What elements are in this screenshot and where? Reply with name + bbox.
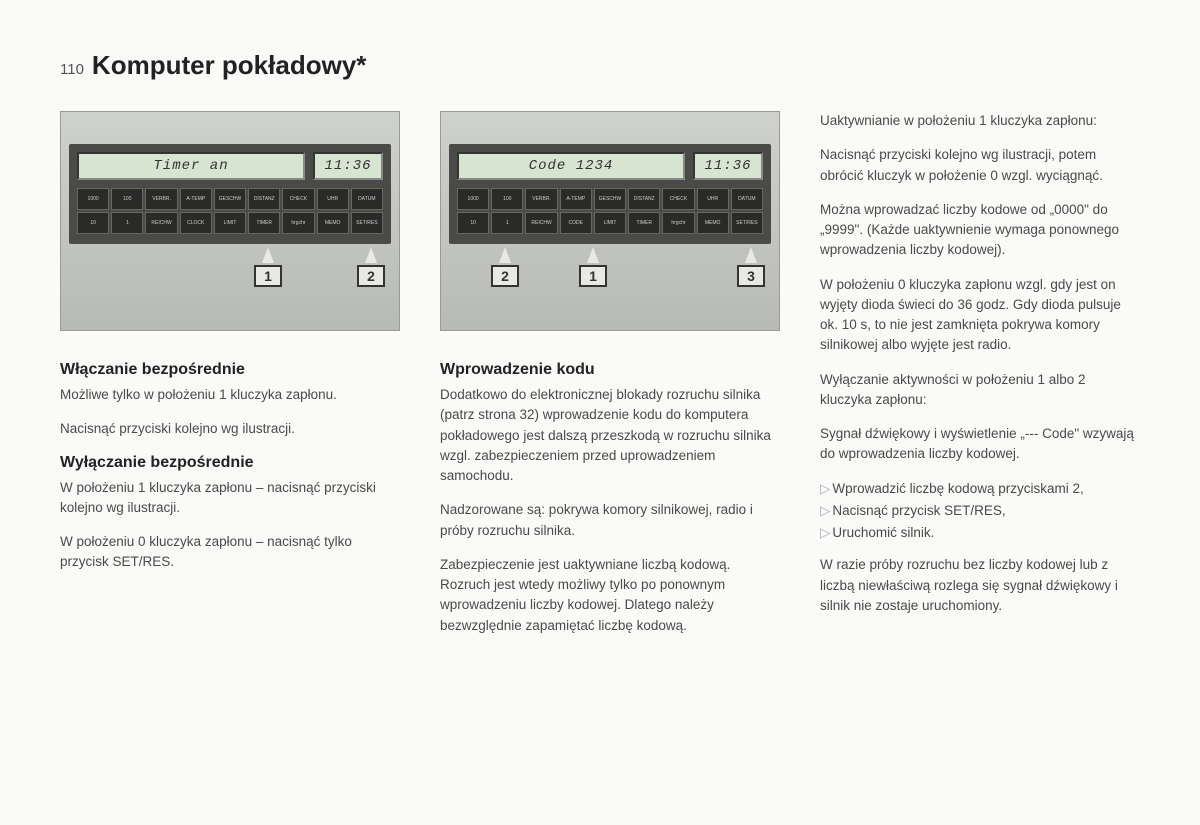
para: W położeniu 1 kluczyka zapłonu – nacisną… bbox=[60, 478, 400, 519]
panel-button: CHECK bbox=[662, 188, 694, 210]
para: Dodatkowo do elektronicznej blokady rozr… bbox=[440, 385, 780, 486]
para: Możliwe tylko w położeniu 1 kluczyka zap… bbox=[60, 385, 400, 405]
callout-box: 3 bbox=[737, 265, 765, 287]
panel-button: 1 bbox=[491, 212, 523, 234]
dashboard-illustration-2: Code 123411:361000100VERBR.A-TEMPGESCHWD… bbox=[440, 111, 780, 331]
page-number: 110 bbox=[60, 61, 84, 78]
page-title: Komputer pokładowy* bbox=[92, 50, 366, 81]
para: Sygnał dźwiękowy i wyświetlenie „--- Cod… bbox=[820, 424, 1140, 465]
panel-button: DATUM bbox=[731, 188, 763, 210]
triangle-icon: ▷ bbox=[820, 525, 830, 540]
panel-button: CLOCK bbox=[180, 212, 212, 234]
list-item: ▷Uruchomić silnik. bbox=[820, 523, 1140, 543]
lcd-main: Timer an bbox=[77, 152, 305, 180]
lcd-time: 11:36 bbox=[693, 152, 763, 180]
panel-button: CHECK bbox=[282, 188, 314, 210]
content-columns: Timer an11:361000100VERBR.A-TEMPGESCHWDI… bbox=[60, 111, 1140, 650]
para: W położeniu 0 kluczyka zapłonu – nacisną… bbox=[60, 532, 400, 573]
bullet-list: ▷Wprowadzić liczbę kodową przyciskami 2,… bbox=[820, 479, 1140, 544]
list-text: Uruchomić silnik. bbox=[832, 525, 934, 540]
panel-button: 1 bbox=[111, 212, 143, 234]
panel-button: DISTANZ bbox=[628, 188, 660, 210]
callout-box: 1 bbox=[579, 265, 607, 287]
column-1: Timer an 11:36 1000100VERBR.A-TEMPGESCHWDI… bbox=[60, 111, 400, 650]
panel-button: UHR bbox=[317, 188, 349, 210]
panel-button: 1000 bbox=[457, 188, 489, 210]
panel-button: TIMER bbox=[248, 212, 280, 234]
panel-body: Code 123411:361000100VERBR.A-TEMPGESCHWD… bbox=[449, 144, 771, 244]
para: Można wprowadzać liczby kodowe od „0000"… bbox=[820, 200, 1140, 261]
column-3: Uaktywnianie w położeniu 1 kluczyka zapł… bbox=[820, 111, 1140, 650]
para: Nacisnąć przyciski kolejno wg ilustracji… bbox=[60, 419, 400, 439]
panel-button: DISTANZ bbox=[248, 188, 280, 210]
triangle-icon: ▷ bbox=[820, 481, 830, 496]
page-header: 110 Komputer pokładowy* bbox=[60, 50, 1140, 81]
list-item: ▷Wprowadzić liczbę kodową przyciskami 2, bbox=[820, 479, 1140, 499]
para: W razie próby rozruchu bez liczby kodowe… bbox=[820, 555, 1140, 616]
panel-button: hrgchr bbox=[662, 212, 694, 234]
lcd-time: 11:36 bbox=[313, 152, 383, 180]
panel-button: CODE bbox=[560, 212, 592, 234]
panel-button: VERBR. bbox=[525, 188, 557, 210]
heading-direct-on: Włączanie bezpośrednie bbox=[60, 361, 400, 379]
triangle-icon: ▷ bbox=[820, 503, 830, 518]
callouts: 2 1 3 bbox=[449, 247, 771, 317]
panel-button: SET/RES bbox=[351, 212, 383, 234]
dashboard-illustration-1: Timer an 11:36 1000100VERBR.A-TEMPGESCHWDI… bbox=[60, 111, 400, 331]
panel-button: GESCHW bbox=[594, 188, 626, 210]
heading-direct-off: Wyłączanie bezpośrednie bbox=[60, 454, 400, 472]
panel-button: UHR bbox=[697, 188, 729, 210]
panel-button: A-TEMP bbox=[560, 188, 592, 210]
para: W położeniu 0 kluczyka zapłonu wzgl. gdy… bbox=[820, 275, 1140, 356]
para: Wyłączanie aktywności w położeniu 1 albo… bbox=[820, 370, 1140, 411]
panel-body: Timer an 11:36 1000100VERBR.A-TEMPGESCHWDI… bbox=[69, 144, 391, 244]
para: Nacisnąć przyciski kolejno wg ilustracji… bbox=[820, 145, 1140, 186]
panel-button: 100 bbox=[111, 188, 143, 210]
button-grid: 1000100VERBR.A-TEMPGESCHWDISTANZCHECKUHR… bbox=[457, 188, 763, 234]
panel-button: VERBR. bbox=[145, 188, 177, 210]
heading-code-entry: Wprowadzenie kodu bbox=[440, 361, 780, 379]
para: Nadzorowane są: pokrywa komory silnikowe… bbox=[440, 500, 780, 541]
column-2: Code 123411:361000100VERBR.A-TEMPGESCHWD… bbox=[440, 111, 780, 650]
para: Uaktywnianie w położeniu 1 kluczyka zapł… bbox=[820, 111, 1140, 131]
panel-button: LIMIT bbox=[214, 212, 246, 234]
panel-button: DATUM bbox=[351, 188, 383, 210]
panel-button: LIMIT bbox=[594, 212, 626, 234]
panel-button: REICHW bbox=[145, 212, 177, 234]
panel-button: REICHW bbox=[525, 212, 557, 234]
lcd-main: Code 1234 bbox=[457, 152, 685, 180]
panel-button: MEMO bbox=[697, 212, 729, 234]
list-text: Wprowadzić liczbę kodową przyciskami 2, bbox=[832, 481, 1083, 496]
panel-button: 1000 bbox=[77, 188, 109, 210]
callout-box: 1 bbox=[254, 265, 282, 287]
panel-button: 10 bbox=[77, 212, 109, 234]
list-item: ▷Nacisnąć przycisk SET/RES, bbox=[820, 501, 1140, 521]
callout-box: 2 bbox=[357, 265, 385, 287]
panel-button: TIMER bbox=[628, 212, 660, 234]
list-text: Nacisnąć przycisk SET/RES, bbox=[832, 503, 1005, 518]
panel-button: GESCHW bbox=[214, 188, 246, 210]
panel-button: hrgchr bbox=[282, 212, 314, 234]
panel-button: SET/RES bbox=[731, 212, 763, 234]
panel-button: MEMO bbox=[317, 212, 349, 234]
button-grid: 1000100VERBR.A-TEMPGESCHWDISTANZCHECKUHR… bbox=[77, 188, 383, 234]
panel-button: 10 bbox=[457, 212, 489, 234]
panel-button: A-TEMP bbox=[180, 188, 212, 210]
para: Zabezpieczenie jest uaktywniane liczbą k… bbox=[440, 555, 780, 636]
callouts: 12 bbox=[69, 247, 391, 317]
callout-box: 2 bbox=[491, 265, 519, 287]
panel-button: 100 bbox=[491, 188, 523, 210]
